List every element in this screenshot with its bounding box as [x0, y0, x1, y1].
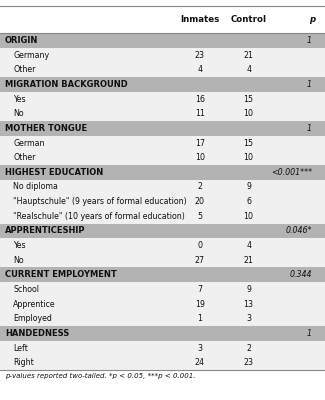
Text: 9: 9	[246, 285, 251, 294]
Text: 13: 13	[244, 300, 254, 309]
Text: Apprentice: Apprentice	[13, 300, 56, 309]
Bar	[0, 341, 325, 355]
Text: 17: 17	[195, 138, 205, 148]
Text: 3: 3	[246, 314, 251, 323]
Text: "Realschule" (10 years of formal education): "Realschule" (10 years of formal educati…	[13, 212, 185, 221]
Text: 23: 23	[244, 358, 254, 367]
Bar	[0, 33, 325, 48]
Text: APPRENTICESHIP: APPRENTICESHIP	[5, 226, 85, 235]
Text: No: No	[13, 256, 24, 265]
Text: 2: 2	[197, 182, 202, 192]
Text: 15: 15	[244, 138, 254, 148]
Text: No diploma: No diploma	[13, 182, 58, 192]
Bar	[0, 326, 325, 341]
Text: 1: 1	[197, 314, 202, 323]
Bar	[0, 209, 325, 224]
Text: Right: Right	[13, 358, 34, 367]
Bar	[0, 165, 325, 180]
Text: 21: 21	[244, 51, 254, 60]
Bar	[0, 268, 325, 282]
Text: Left: Left	[13, 344, 28, 352]
Text: Yes: Yes	[13, 241, 26, 250]
Text: HANDEDNESS: HANDEDNESS	[5, 329, 69, 338]
Text: 10: 10	[195, 153, 205, 162]
Bar	[0, 297, 325, 312]
Text: p: p	[309, 15, 315, 24]
Text: 19: 19	[195, 300, 205, 309]
Text: MOTHER TONGUE: MOTHER TONGUE	[5, 124, 87, 133]
Bar	[0, 48, 325, 62]
Bar	[0, 312, 325, 326]
Text: <0.001***: <0.001***	[271, 168, 312, 177]
Text: ORIGIN: ORIGIN	[5, 36, 38, 45]
Text: CURRENT EMPLOYMENT: CURRENT EMPLOYMENT	[5, 270, 117, 279]
Text: 3: 3	[197, 344, 202, 352]
Text: Germany: Germany	[13, 51, 49, 60]
Bar	[0, 150, 325, 165]
Bar	[0, 77, 325, 92]
Text: 24: 24	[195, 358, 205, 367]
Bar	[0, 62, 325, 77]
Text: 4: 4	[246, 241, 251, 250]
Text: "Hauptschule" (9 years of formal education): "Hauptschule" (9 years of formal educati…	[13, 197, 187, 206]
Text: HIGHEST EDUCATION: HIGHEST EDUCATION	[5, 168, 103, 177]
Text: 10: 10	[244, 109, 254, 118]
Text: 4: 4	[246, 65, 251, 74]
Text: Employed: Employed	[13, 314, 52, 323]
Text: German: German	[13, 138, 45, 148]
Text: Inmates: Inmates	[180, 15, 219, 24]
Bar	[0, 253, 325, 268]
Text: 15: 15	[244, 94, 254, 104]
Text: 9: 9	[246, 182, 251, 192]
Text: 16: 16	[195, 94, 205, 104]
Text: Other: Other	[13, 65, 35, 74]
Text: 4: 4	[197, 65, 202, 74]
Bar	[0, 136, 325, 150]
Bar	[0, 282, 325, 297]
Text: 20: 20	[195, 197, 205, 206]
Text: 0.046*: 0.046*	[285, 226, 312, 235]
Text: 0.344: 0.344	[290, 270, 312, 279]
Text: 11: 11	[195, 109, 205, 118]
Text: 1: 1	[307, 124, 312, 133]
Bar	[0, 121, 325, 136]
Text: p-values reported two-tailed. *p < 0.05, ***p < 0.001.: p-values reported two-tailed. *p < 0.05,…	[5, 373, 195, 379]
Text: 1: 1	[307, 36, 312, 45]
Text: MIGRATION BACKGROUND: MIGRATION BACKGROUND	[5, 80, 128, 89]
Text: No: No	[13, 109, 24, 118]
Text: School: School	[13, 285, 39, 294]
Text: Yes: Yes	[13, 94, 26, 104]
Text: 1: 1	[307, 329, 312, 338]
Bar	[0, 106, 325, 121]
Text: 10: 10	[244, 212, 254, 221]
Text: 23: 23	[195, 51, 205, 60]
Bar	[0, 224, 325, 238]
Text: 6: 6	[246, 197, 251, 206]
Bar	[0, 238, 325, 253]
Bar	[0, 194, 325, 209]
Text: 7: 7	[197, 285, 202, 294]
Text: Control: Control	[231, 15, 266, 24]
Text: 2: 2	[246, 344, 251, 352]
Text: 0: 0	[197, 241, 202, 250]
Bar	[0, 180, 325, 194]
Text: 1: 1	[307, 80, 312, 89]
Text: Other: Other	[13, 153, 35, 162]
Bar	[0, 355, 325, 370]
Bar	[0, 92, 325, 106]
Text: 5: 5	[197, 212, 202, 221]
Text: 21: 21	[244, 256, 254, 265]
Text: 10: 10	[244, 153, 254, 162]
Text: 27: 27	[195, 256, 205, 265]
